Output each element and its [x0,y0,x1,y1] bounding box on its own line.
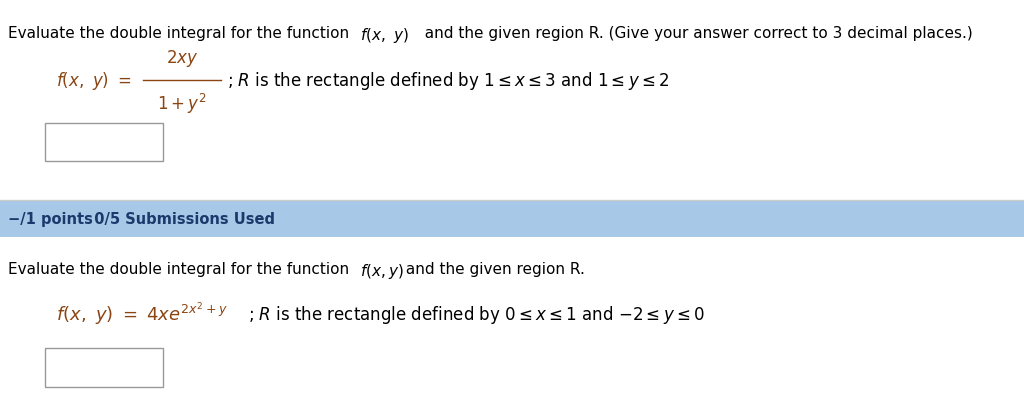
Text: $f(x,\ y)\ =\ 4xe^{2x^2+y}$: $f(x,\ y)\ =\ 4xe^{2x^2+y}$ [56,300,228,328]
Text: Evaluate the double integral for the function: Evaluate the double integral for the fun… [8,26,359,41]
FancyBboxPatch shape [0,201,1024,237]
Text: 0/5 Submissions Used: 0/5 Submissions Used [84,212,275,226]
Text: $f(x,\ y)\ =$: $f(x,\ y)\ =$ [56,70,131,92]
Text: and the given region R. (Give your answer correct to 3 decimal places.): and the given region R. (Give your answe… [415,26,973,41]
Text: $f(x,y)$: $f(x,y)$ [360,261,404,280]
Text: Evaluate the double integral for the function: Evaluate the double integral for the fun… [8,261,359,276]
Text: $2xy$: $2xy$ [166,47,199,68]
Text: $1 + y^2$: $1 + y^2$ [158,92,207,116]
Text: ; $R$ is the rectangle defined by $0 \leq x \leq 1$ and $-2 \leq y \leq 0$: ; $R$ is the rectangle defined by $0 \le… [248,303,705,325]
Text: and the given region R.: and the given region R. [401,261,586,276]
FancyBboxPatch shape [45,348,163,387]
Text: −/1 points: −/1 points [8,212,93,226]
Text: ; $R$ is the rectangle defined by $1 \leq x \leq 3$ and $1 \leq y \leq 2$: ; $R$ is the rectangle defined by $1 \le… [227,70,670,92]
FancyBboxPatch shape [45,124,163,162]
Text: $f(x,\ y)$: $f(x,\ y)$ [360,26,410,45]
